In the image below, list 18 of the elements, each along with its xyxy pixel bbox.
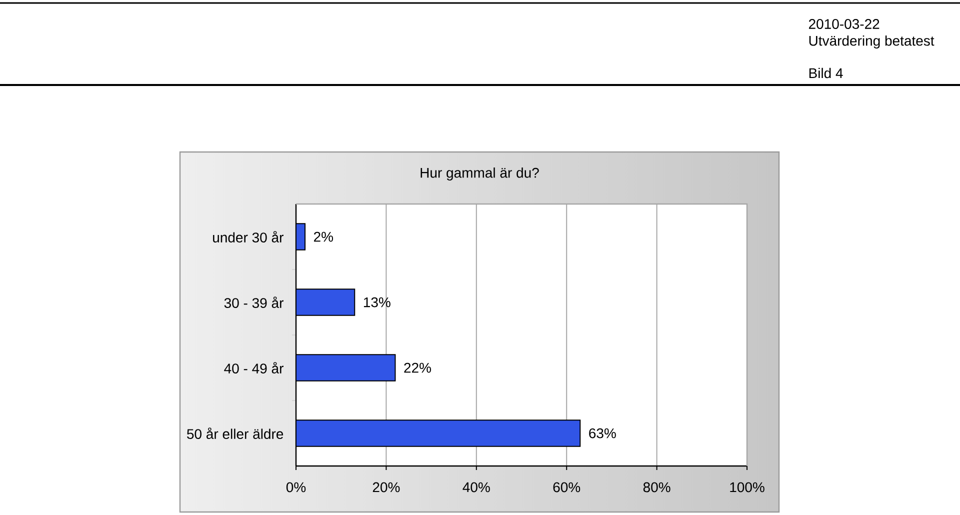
y-tick-label: under 30 år xyxy=(213,231,284,242)
x-tick-label: 40% xyxy=(462,482,490,492)
x-tick-label: 20% xyxy=(372,482,400,492)
text: Utvärdering betatest xyxy=(809,35,934,49)
text: Bild 4 xyxy=(809,68,843,78)
text: 2010-03-22 xyxy=(808,19,880,29)
y-tick-label: 30 - 39 år xyxy=(224,296,284,308)
data-label: 2% xyxy=(314,232,334,242)
chart-title: Hur gammal är du? xyxy=(420,167,539,181)
y-tick-label: 40 - 49 år xyxy=(224,362,284,374)
data-label: 22% xyxy=(404,362,431,373)
x-tick-label: 60% xyxy=(553,482,580,492)
x-tick-label: 0% xyxy=(286,482,306,492)
x-tick-label: 80% xyxy=(643,482,670,492)
data-label: 13% xyxy=(364,297,390,308)
y-tick-label: 50 år eller äldre xyxy=(187,428,284,439)
data-label: 63% xyxy=(589,428,616,438)
x-tick-label: 100% xyxy=(730,482,764,492)
